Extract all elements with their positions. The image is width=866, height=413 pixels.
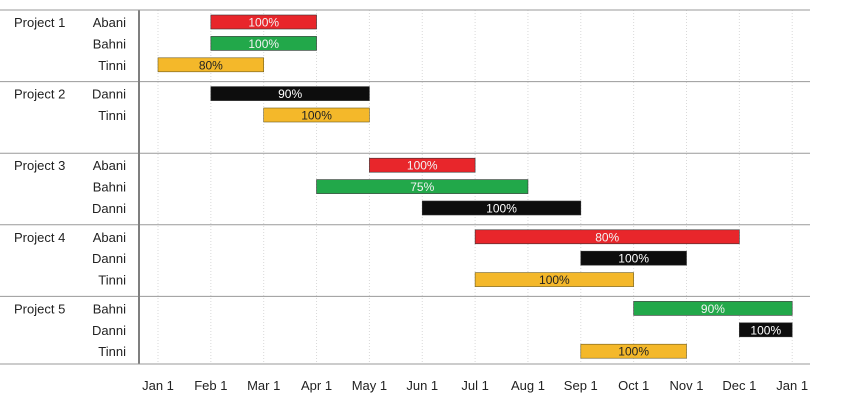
- x-tick-label: Jul 1: [461, 378, 488, 393]
- bar-label: 100%: [301, 109, 332, 123]
- bar-label: 75%: [410, 180, 434, 194]
- project-label: Project 3: [14, 158, 65, 173]
- x-tick-label: Feb 1: [194, 378, 227, 393]
- x-tick-label: Dec 1: [722, 378, 756, 393]
- task-bar: [580, 250, 687, 266]
- bar-label: 100%: [248, 37, 279, 51]
- bar-label: 80%: [595, 230, 619, 244]
- task-bar: [580, 343, 687, 359]
- bar-label: 100%: [486, 202, 517, 216]
- person-label: Abani: [93, 158, 126, 173]
- project-label: Project 4: [14, 230, 65, 245]
- x-axis-tick-labels: Jan 1 Feb 1 Mar 1 Apr 1 May 1 Jun 1 Jul 1 Aug 1…: [142, 378, 808, 393]
- person-label: Bahni: [93, 180, 126, 195]
- task-bar: [316, 179, 529, 194]
- person-label: Bahni: [93, 301, 126, 316]
- task-bar: [739, 322, 793, 338]
- project-label: Project 2: [14, 87, 65, 102]
- task-bar: [263, 107, 370, 123]
- person-label: Tinni: [98, 58, 126, 73]
- bar-label: 100%: [248, 16, 279, 30]
- chart-axes: [0, 9, 810, 365]
- project-label: Project 5: [14, 301, 65, 316]
- person-label: Tinni: [98, 108, 126, 123]
- bar-label: 80%: [199, 58, 223, 72]
- x-tick-label: Oct 1: [618, 378, 649, 393]
- person-label: Tinni: [98, 273, 126, 288]
- x-tick-label: Apr 1: [301, 378, 332, 393]
- person-label: Danni: [92, 87, 126, 102]
- task-bar: [474, 272, 634, 287]
- project-label: Project 1: [14, 15, 65, 30]
- task-bar: [421, 200, 582, 216]
- task-bar: [157, 57, 264, 73]
- x-tick-label: Nov 1: [670, 378, 704, 393]
- x-tick-label: Sep 1: [564, 378, 598, 393]
- task-bar: [369, 157, 476, 173]
- person-label: Abani: [93, 230, 126, 245]
- project-separators: [0, 81, 810, 297]
- x-tick-label: May 1: [352, 378, 387, 393]
- person-label: Bahni: [93, 36, 126, 51]
- person-label: Abani: [93, 15, 126, 30]
- person-label: Danni: [92, 201, 126, 216]
- person-label: Tinni: [98, 344, 126, 359]
- x-tick-label: Mar 1: [247, 378, 280, 393]
- x-tick-label: Jun 1: [406, 378, 438, 393]
- x-tick-label: Jan 1: [776, 378, 808, 393]
- bar-label: 100%: [539, 273, 570, 287]
- task-bar: [210, 14, 317, 30]
- person-label: Danni: [92, 323, 126, 338]
- bar-label: 90%: [278, 87, 302, 101]
- bar-label: 100%: [750, 323, 781, 337]
- bar-label: 100%: [618, 252, 649, 266]
- task-bar: [633, 301, 793, 316]
- task-bar: [210, 86, 370, 101]
- bar-label: 90%: [701, 302, 725, 316]
- task-bar: [474, 229, 740, 245]
- person-labels: Abani Bahni Tinni Danni Tinni Abani Bahni Danni…: [92, 15, 126, 359]
- person-label: Danni: [92, 251, 126, 266]
- project-labels: Project 1 Project 2 Project 3 Project 4 Proj…: [14, 15, 65, 316]
- x-tick-label: Jan 1: [142, 378, 174, 393]
- task-bar: [210, 36, 317, 51]
- bar-label: 100%: [407, 159, 438, 173]
- bar-label: 100%: [618, 345, 649, 359]
- x-tick-label: Aug 1: [511, 378, 545, 393]
- task-bars: 100% 100% 80% 90% 100% 100% 75% 100% 80% 100% 100%…: [157, 14, 793, 359]
